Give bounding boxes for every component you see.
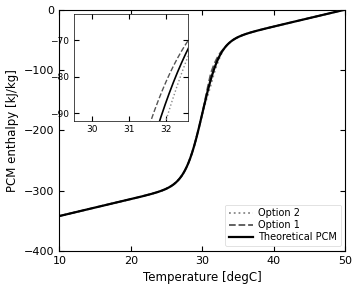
- Theoretical PCM: [343, 8, 348, 11]
- Option 1: [107, 202, 111, 206]
- Option 1: [338, 9, 342, 13]
- Option 2: [107, 202, 111, 206]
- Option 2: [90, 206, 94, 210]
- Option 2: [307, 17, 311, 20]
- Option 2: [343, 8, 348, 11]
- Theoretical PCM: [167, 186, 171, 189]
- Option 2: [57, 214, 62, 218]
- Theoretical PCM: [90, 206, 94, 210]
- Y-axis label: PCM enthalpy [kJ/kg]: PCM enthalpy [kJ/kg]: [6, 69, 19, 192]
- Theoretical PCM: [307, 17, 311, 20]
- Option 1: [343, 8, 348, 11]
- Option 1: [179, 174, 184, 178]
- Theoretical PCM: [179, 174, 184, 178]
- Theoretical PCM: [57, 214, 62, 218]
- Theoretical PCM: [338, 9, 342, 13]
- Option 1: [307, 17, 311, 20]
- Option 2: [338, 9, 342, 13]
- Line: Option 2: Option 2: [59, 10, 345, 216]
- Line: Theoretical PCM: Theoretical PCM: [59, 10, 345, 216]
- Option 1: [57, 214, 62, 218]
- Legend: Option 2, Option 1, Theoretical PCM: Option 2, Option 1, Theoretical PCM: [225, 204, 340, 246]
- Option 1: [167, 186, 171, 189]
- X-axis label: Temperature [degC]: Temperature [degC]: [143, 271, 262, 284]
- Theoretical PCM: [107, 202, 111, 206]
- Line: Option 1: Option 1: [59, 10, 345, 216]
- Option 2: [167, 186, 171, 189]
- Option 2: [179, 174, 184, 178]
- Option 1: [90, 206, 94, 210]
